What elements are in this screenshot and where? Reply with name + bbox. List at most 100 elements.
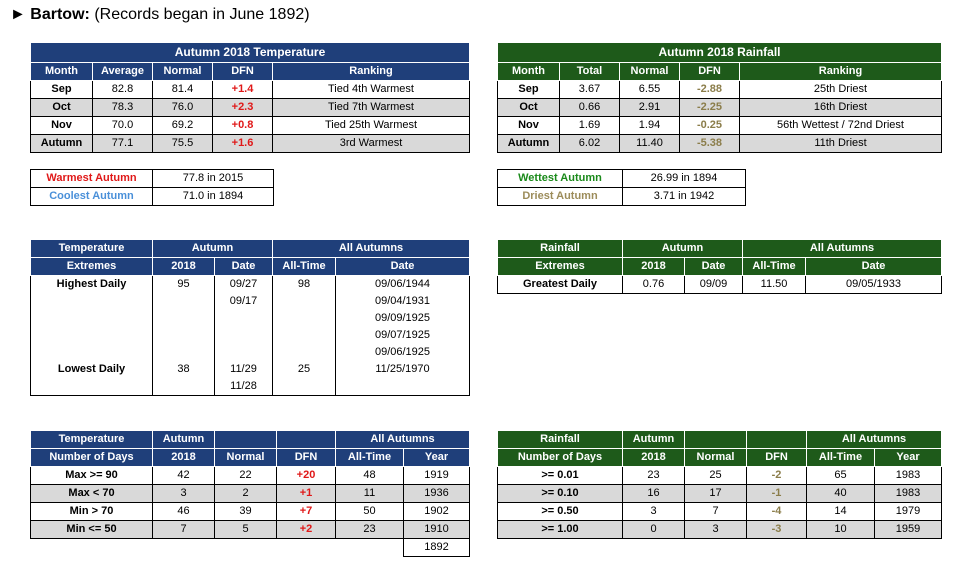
- rainfall-records: Wettest Autumn 26.99 in 1894 Driest Autu…: [497, 169, 746, 206]
- dfn-cell: -4: [746, 502, 807, 521]
- dfn-cell: -0.25: [679, 116, 740, 135]
- value-cell: 1.69: [559, 116, 620, 135]
- row-label: >= 0.10: [497, 484, 623, 503]
- autumn-header: Autumn: [621, 239, 744, 258]
- col-header: Normal: [152, 62, 213, 81]
- value-cell: 3: [152, 484, 215, 503]
- lowest-label: Lowest Daily: [30, 361, 153, 378]
- row-label: Max < 70: [30, 484, 153, 503]
- dfn-cell: -2.25: [679, 98, 740, 117]
- ranking-cell: 11th Driest: [739, 134, 942, 153]
- all-autumns-header: All Autumns: [742, 239, 942, 258]
- wettest-value: 26.99 in 1894: [622, 169, 746, 188]
- value-cell: 2: [214, 484, 277, 503]
- col-header: 2018: [152, 257, 215, 276]
- value-cell: 75.5: [152, 134, 213, 153]
- date-cell: 09/17: [213, 293, 274, 310]
- month-cell: Oct: [497, 98, 560, 117]
- col-header: Ranking: [739, 62, 942, 81]
- station-name: Bartow:: [30, 6, 90, 23]
- table-row: Sep 3.67 6.55 -2.88 25th Driest: [497, 80, 942, 99]
- date-cell: 09/05/1933: [805, 275, 942, 294]
- dfn-cell: -2: [746, 466, 807, 485]
- row-label: >= 0.50: [497, 502, 623, 521]
- value-cell: 14: [806, 502, 875, 521]
- dfn-cell: +2.3: [212, 98, 273, 117]
- value-cell: 23: [622, 466, 685, 485]
- value-cell: 25: [272, 361, 337, 378]
- table-row: Autumn 6.02 11.40 -5.38 11th Driest: [497, 134, 942, 153]
- dfn-cell: +20: [276, 466, 336, 485]
- autumn-header: Autumn: [151, 239, 274, 258]
- extremes-header: Extremes: [497, 257, 623, 276]
- date-cell: 11/25/1970: [335, 361, 470, 378]
- value-cell: 22: [214, 466, 277, 485]
- value-cell: 82.8: [92, 80, 153, 99]
- value-cell: 6.02: [559, 134, 620, 153]
- coolest-label: Coolest Autumn: [30, 187, 153, 206]
- table-row: >= 0.01 23 25 -2 65 1983: [497, 466, 942, 485]
- value-cell: 7: [152, 520, 215, 539]
- temperature-records: Warmest Autumn 77.8 in 2015 Coolest Autu…: [30, 169, 274, 206]
- value-cell: 17: [684, 484, 747, 503]
- ranking-cell: Tied 7th Warmest: [272, 98, 470, 117]
- col-header: All-Time: [335, 448, 404, 467]
- col-header: 2018: [622, 448, 685, 467]
- col-header: Month: [497, 62, 560, 81]
- col-header: All-Time: [742, 257, 807, 276]
- dfn-cell: -5.38: [679, 134, 740, 153]
- rainfall-extremes-table: Rainfall Autumn All Autumns Extremes 201…: [497, 239, 942, 294]
- col-header: 2018: [622, 257, 685, 276]
- table-row: Min <= 50 7 5 +2 23 1910: [30, 520, 470, 539]
- value-cell: 7: [684, 502, 747, 521]
- col-header: Year: [874, 448, 942, 467]
- days-header: Number of Days: [30, 448, 153, 467]
- wettest-label: Wettest Autumn: [497, 169, 623, 188]
- temperature-table: Autumn 2018 Temperature Month Average No…: [30, 42, 470, 153]
- year-cell: 1910: [403, 520, 470, 539]
- col-header: Date: [805, 257, 942, 276]
- col-header: Year: [403, 448, 470, 467]
- table-row: Max >= 90 42 22 +20 48 1919: [30, 466, 470, 485]
- table-row: >= 0.10 16 17 -1 40 1983: [497, 484, 942, 503]
- value-cell: 65: [806, 466, 875, 485]
- extremes-header: Rainfall: [497, 239, 623, 258]
- all-autumns-header: All Autumns: [806, 430, 942, 449]
- days-header: Rainfall: [497, 430, 623, 449]
- rainfall-days-table: Rainfall Autumn All Autumns Number of Da…: [497, 430, 942, 539]
- date-cell: 09/04/1931: [335, 293, 470, 310]
- month-cell: Nov: [497, 116, 560, 135]
- row-label: Max >= 90: [30, 466, 153, 485]
- value-cell: 78.3: [92, 98, 153, 117]
- value-cell: 5: [214, 520, 277, 539]
- table-row: Nov 1.69 1.94 -0.25 56th Wettest / 72nd …: [497, 116, 942, 135]
- value-cell: 16: [622, 484, 685, 503]
- value-cell: 46: [152, 502, 215, 521]
- row-label: Min <= 50: [30, 520, 153, 539]
- value-cell: 0: [622, 520, 685, 539]
- arrow-icon: ►: [10, 6, 26, 23]
- value-cell: 95: [152, 275, 215, 293]
- dfn-cell: +2: [276, 520, 336, 539]
- col-header: Average: [92, 62, 153, 81]
- rainfall-table: Autumn 2018 Rainfall Month Total Normal …: [497, 42, 942, 153]
- table-row: Min > 70 46 39 +7 50 1902: [30, 502, 470, 521]
- value-cell: 1.94: [619, 116, 680, 135]
- value-cell: 50: [335, 502, 404, 521]
- all-autumns-header: All Autumns: [272, 239, 470, 258]
- warmest-value: 77.8 in 2015: [152, 169, 274, 188]
- value-cell: 42: [152, 466, 215, 485]
- date-cell: 09/06/1944: [335, 275, 470, 293]
- value-cell: 10: [806, 520, 875, 539]
- autumn-header: Autumn: [152, 430, 215, 449]
- dfn-cell: +1.6: [212, 134, 273, 153]
- value-cell: 3: [684, 520, 747, 539]
- col-header: Normal: [214, 448, 277, 467]
- value-cell: 76.0: [152, 98, 213, 117]
- value-cell: 23: [335, 520, 404, 539]
- dfn-cell: -3: [746, 520, 807, 539]
- date-cell: 11/29: [213, 361, 274, 378]
- row-label: >= 1.00: [497, 520, 623, 539]
- ranking-cell: Tied 25th Warmest: [272, 116, 470, 135]
- greatest-label: Greatest Daily: [497, 275, 623, 294]
